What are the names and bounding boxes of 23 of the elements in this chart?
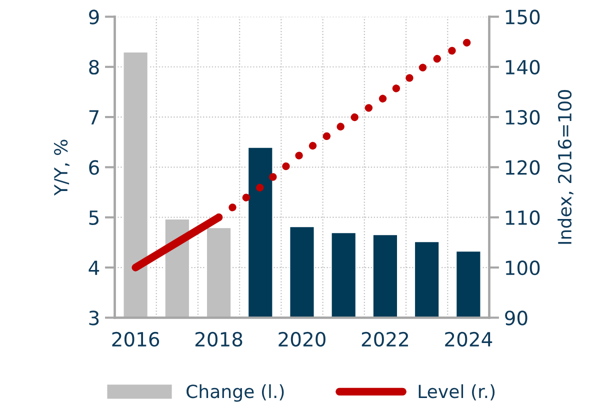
y2-tick-label: 90 <box>505 310 528 326</box>
y-tick-label: 3 <box>89 310 99 326</box>
y2-axis-title: Index, 2016=100 <box>558 90 574 244</box>
y2-tick-label: 110 <box>506 210 540 226</box>
x-tick-label: 2020 <box>278 332 326 347</box>
y-tick-label: 5 <box>89 210 98 226</box>
y-tick-label: 8 <box>89 60 99 75</box>
legend-label: Level (r.) <box>418 384 495 400</box>
x-tick-label: 2018 <box>195 332 242 347</box>
y2-tick-label: 120 <box>506 160 540 175</box>
y-tick-label: 7 <box>89 110 99 124</box>
x-tick-label: 2022 <box>362 332 408 347</box>
y2-tick-label: 130 <box>506 110 540 125</box>
x-tick-label: 2016 <box>112 332 160 347</box>
x-tick-label: 2024 <box>445 332 492 347</box>
y2-tick-label: 100 <box>506 260 540 276</box>
y-tick-label: 4 <box>88 260 100 275</box>
y2-tick-label: 140 <box>506 60 540 75</box>
y-tick-label: 6 <box>89 160 99 175</box>
y2-tick-label: 150 <box>506 10 540 24</box>
y-tick-label: 9 <box>89 10 99 24</box>
y-axis-title: Y/Y, % <box>54 140 70 196</box>
legend-label: Change (l.) <box>186 384 284 402</box>
